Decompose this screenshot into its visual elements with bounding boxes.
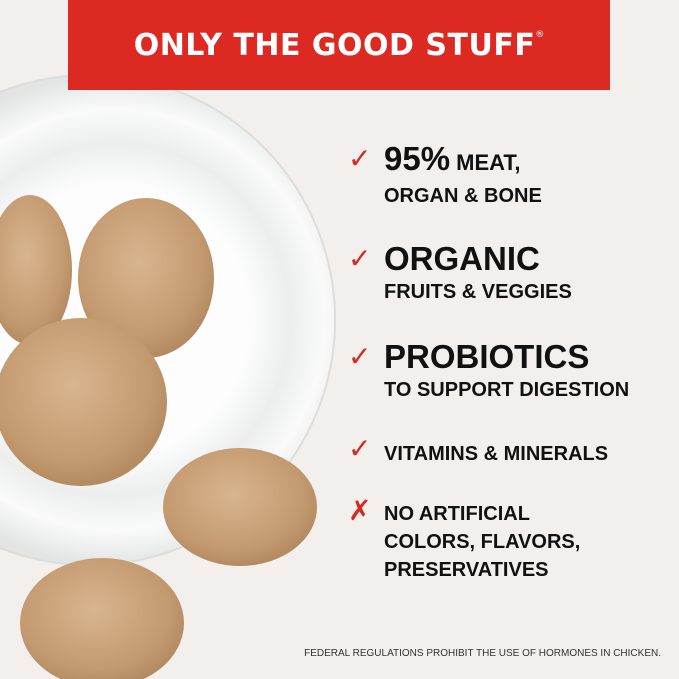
- patty: [78, 198, 214, 358]
- patty: [0, 318, 167, 486]
- x-icon: ✗: [348, 494, 372, 527]
- benefit-detail: PRESERVATIVES: [384, 559, 549, 581]
- benefit-detail: FRUITS & VEGGIES: [384, 281, 572, 303]
- banner-title: ONLY THE GOOD STUFF: [133, 27, 536, 63]
- check-icon: ✓: [348, 340, 372, 373]
- benefit-headline: ORGANIC: [384, 240, 540, 277]
- header-banner: ONLY THE GOOD STUFF ®: [68, 0, 610, 90]
- benefit-detail: TO SUPPORT DIGESTION: [384, 379, 630, 401]
- registered-mark: ®: [535, 30, 545, 40]
- patty: [163, 448, 317, 566]
- benefits-list: ✓ 95% MEAT, ORGAN & BONE ✓ ORGANIC FRUIT…: [348, 140, 668, 600]
- disclaimer: FEDERAL REGULATIONS PROHIBIT THE USE OF …: [304, 648, 661, 659]
- check-icon: ✓: [348, 432, 372, 465]
- benefit-detail: VITAMINS & MINERALS: [384, 443, 609, 465]
- benefit-headline: PROBIOTICS: [384, 338, 590, 375]
- benefit-headline-suffix: MEAT,: [450, 150, 521, 175]
- patty: [20, 558, 184, 679]
- benefit-detail: NO ARTIFICIAL: [384, 503, 530, 525]
- benefit-detail: COLORS, FLAVORS,: [384, 531, 581, 553]
- patty: [0, 195, 72, 345]
- plate-with-patties-image: [0, 74, 336, 679]
- benefit-detail: ORGAN & BONE: [384, 185, 542, 207]
- check-icon: ✓: [348, 142, 372, 175]
- check-icon: ✓: [348, 242, 372, 275]
- benefit-headline: 95%: [384, 140, 451, 177]
